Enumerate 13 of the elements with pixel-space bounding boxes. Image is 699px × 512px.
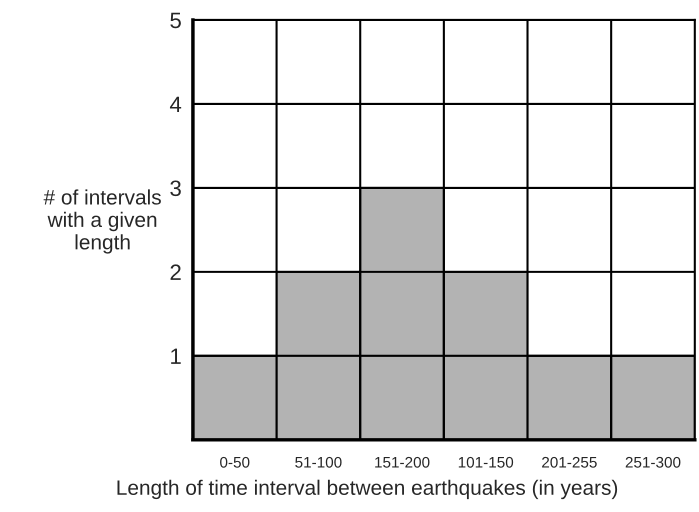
y-tick-label: 3 (170, 180, 181, 196)
x-axis-title: Length of time interval between earthquakes (in years) (118, 480, 618, 500)
x-tick-label: 0-50 (220, 456, 250, 468)
x-tick-label: 201-255 (542, 456, 597, 468)
y-tick-label: 4 (170, 96, 182, 112)
x-tick-label: 51-100 (295, 456, 342, 468)
y-tick-label: 1 (171, 348, 181, 364)
x-tick-label: 101-150 (458, 456, 514, 468)
y-axis-title: # of intervals with a given length (44, 189, 161, 254)
y-tick-label: 2 (170, 264, 181, 280)
x-tick-label: 151-200 (375, 456, 430, 468)
y-tick-label: 5 (170, 12, 181, 28)
x-tick-label: 251-300 (626, 456, 680, 468)
